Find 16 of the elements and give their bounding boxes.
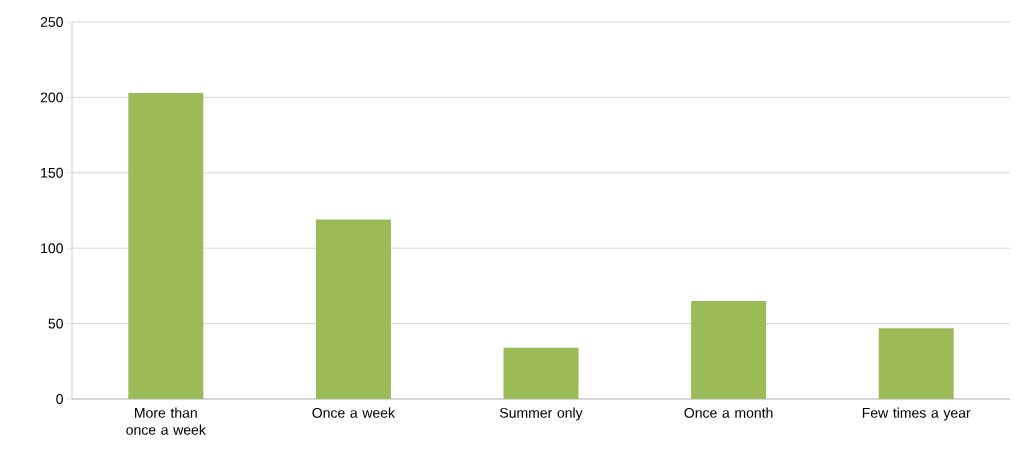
x-tick-label: Once a month (684, 407, 773, 418)
bar (878, 328, 954, 399)
y-tick-label: 100 (41, 243, 63, 254)
x-tick-label: Summer only (500, 407, 583, 421)
bar (128, 92, 204, 399)
y-tick-label: 0 (56, 394, 63, 404)
bar (315, 219, 391, 399)
x-tick-label: More than once a week (126, 407, 206, 435)
y-tick-label: 250 (40, 17, 63, 27)
y-tick-label: 150 (41, 167, 63, 178)
bar (691, 300, 767, 399)
y-tick-label: 200 (40, 92, 63, 103)
x-tick-label: Once a week (312, 407, 396, 418)
y-tick-label: 50 (48, 318, 63, 329)
x-tick-label: Few times a year (862, 407, 971, 421)
bar (503, 347, 579, 399)
